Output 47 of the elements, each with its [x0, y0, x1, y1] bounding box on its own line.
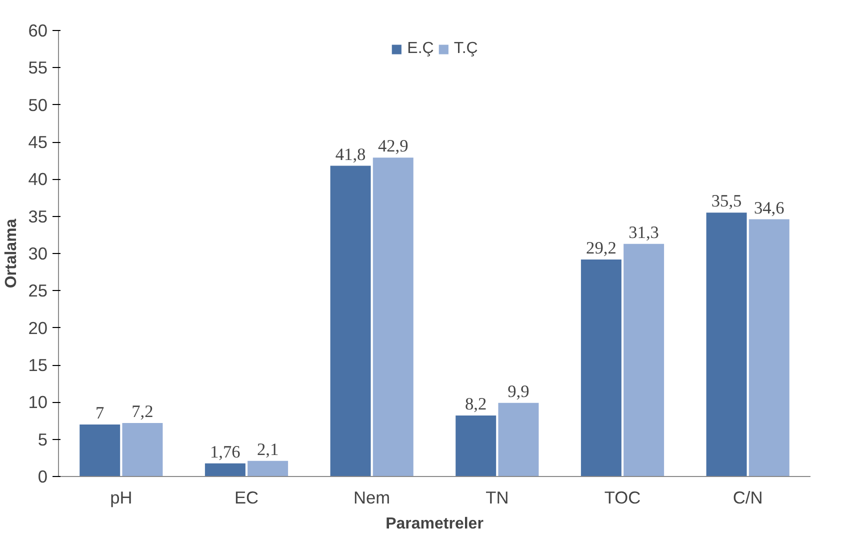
y-tick-label: 20 [28, 318, 48, 338]
y-tick-label: 60 [28, 20, 48, 40]
data-label: 41,8 [335, 144, 366, 164]
x-tick-label: C/N [732, 488, 763, 508]
x-tick-label: pH [110, 488, 132, 508]
y-tick-label: 10 [28, 392, 48, 412]
data-label: 9,9 [508, 382, 530, 401]
y-tick-label: 5 [38, 429, 48, 450]
data-label: 42,9 [378, 136, 408, 156]
bar [204, 463, 246, 476]
y-tick-label: 15 [28, 355, 48, 375]
y-tick-label: 55 [28, 58, 48, 78]
data-label: 8,2 [465, 394, 487, 414]
y-axis-title: Ortalama [3, 218, 20, 288]
data-label: 7,2 [132, 402, 154, 421]
y-tick-label: 40 [28, 169, 48, 190]
bar [372, 158, 414, 476]
x-tick-label: TOC [604, 488, 641, 508]
y-tick-label: 50 [28, 94, 48, 115]
bar [706, 212, 747, 476]
x-axis-title: Parametreler [386, 516, 484, 532]
data-label: 35,5 [711, 192, 742, 211]
bar [122, 422, 163, 476]
legend-label: T.Ç [454, 40, 478, 58]
bar [580, 259, 622, 476]
x-tick-label: EC [234, 488, 259, 508]
bar [456, 416, 496, 476]
x-tick-label: TN [486, 488, 509, 508]
y-tick-label: 30 [28, 244, 48, 264]
data-label: 7 [96, 403, 105, 422]
legend-label: E.Ç [407, 40, 434, 58]
data-label: 2,1 [256, 440, 279, 459]
bar [80, 424, 120, 476]
data-label: 1,76 [210, 442, 241, 462]
y-tick-label: 0 [38, 466, 48, 486]
x-tick-label: Nem [354, 488, 390, 508]
data-label: 31,3 [628, 222, 659, 242]
y-tick-label: 25 [28, 280, 48, 301]
y-tick-label: 35 [28, 206, 48, 226]
bar [624, 244, 664, 476]
y-tick-label: 45 [28, 132, 48, 152]
data-label: 34,6 [754, 198, 785, 218]
bar [748, 219, 790, 476]
bar [248, 460, 288, 476]
bar [330, 166, 371, 476]
bar [498, 402, 539, 476]
data-label: 29,2 [586, 238, 616, 258]
